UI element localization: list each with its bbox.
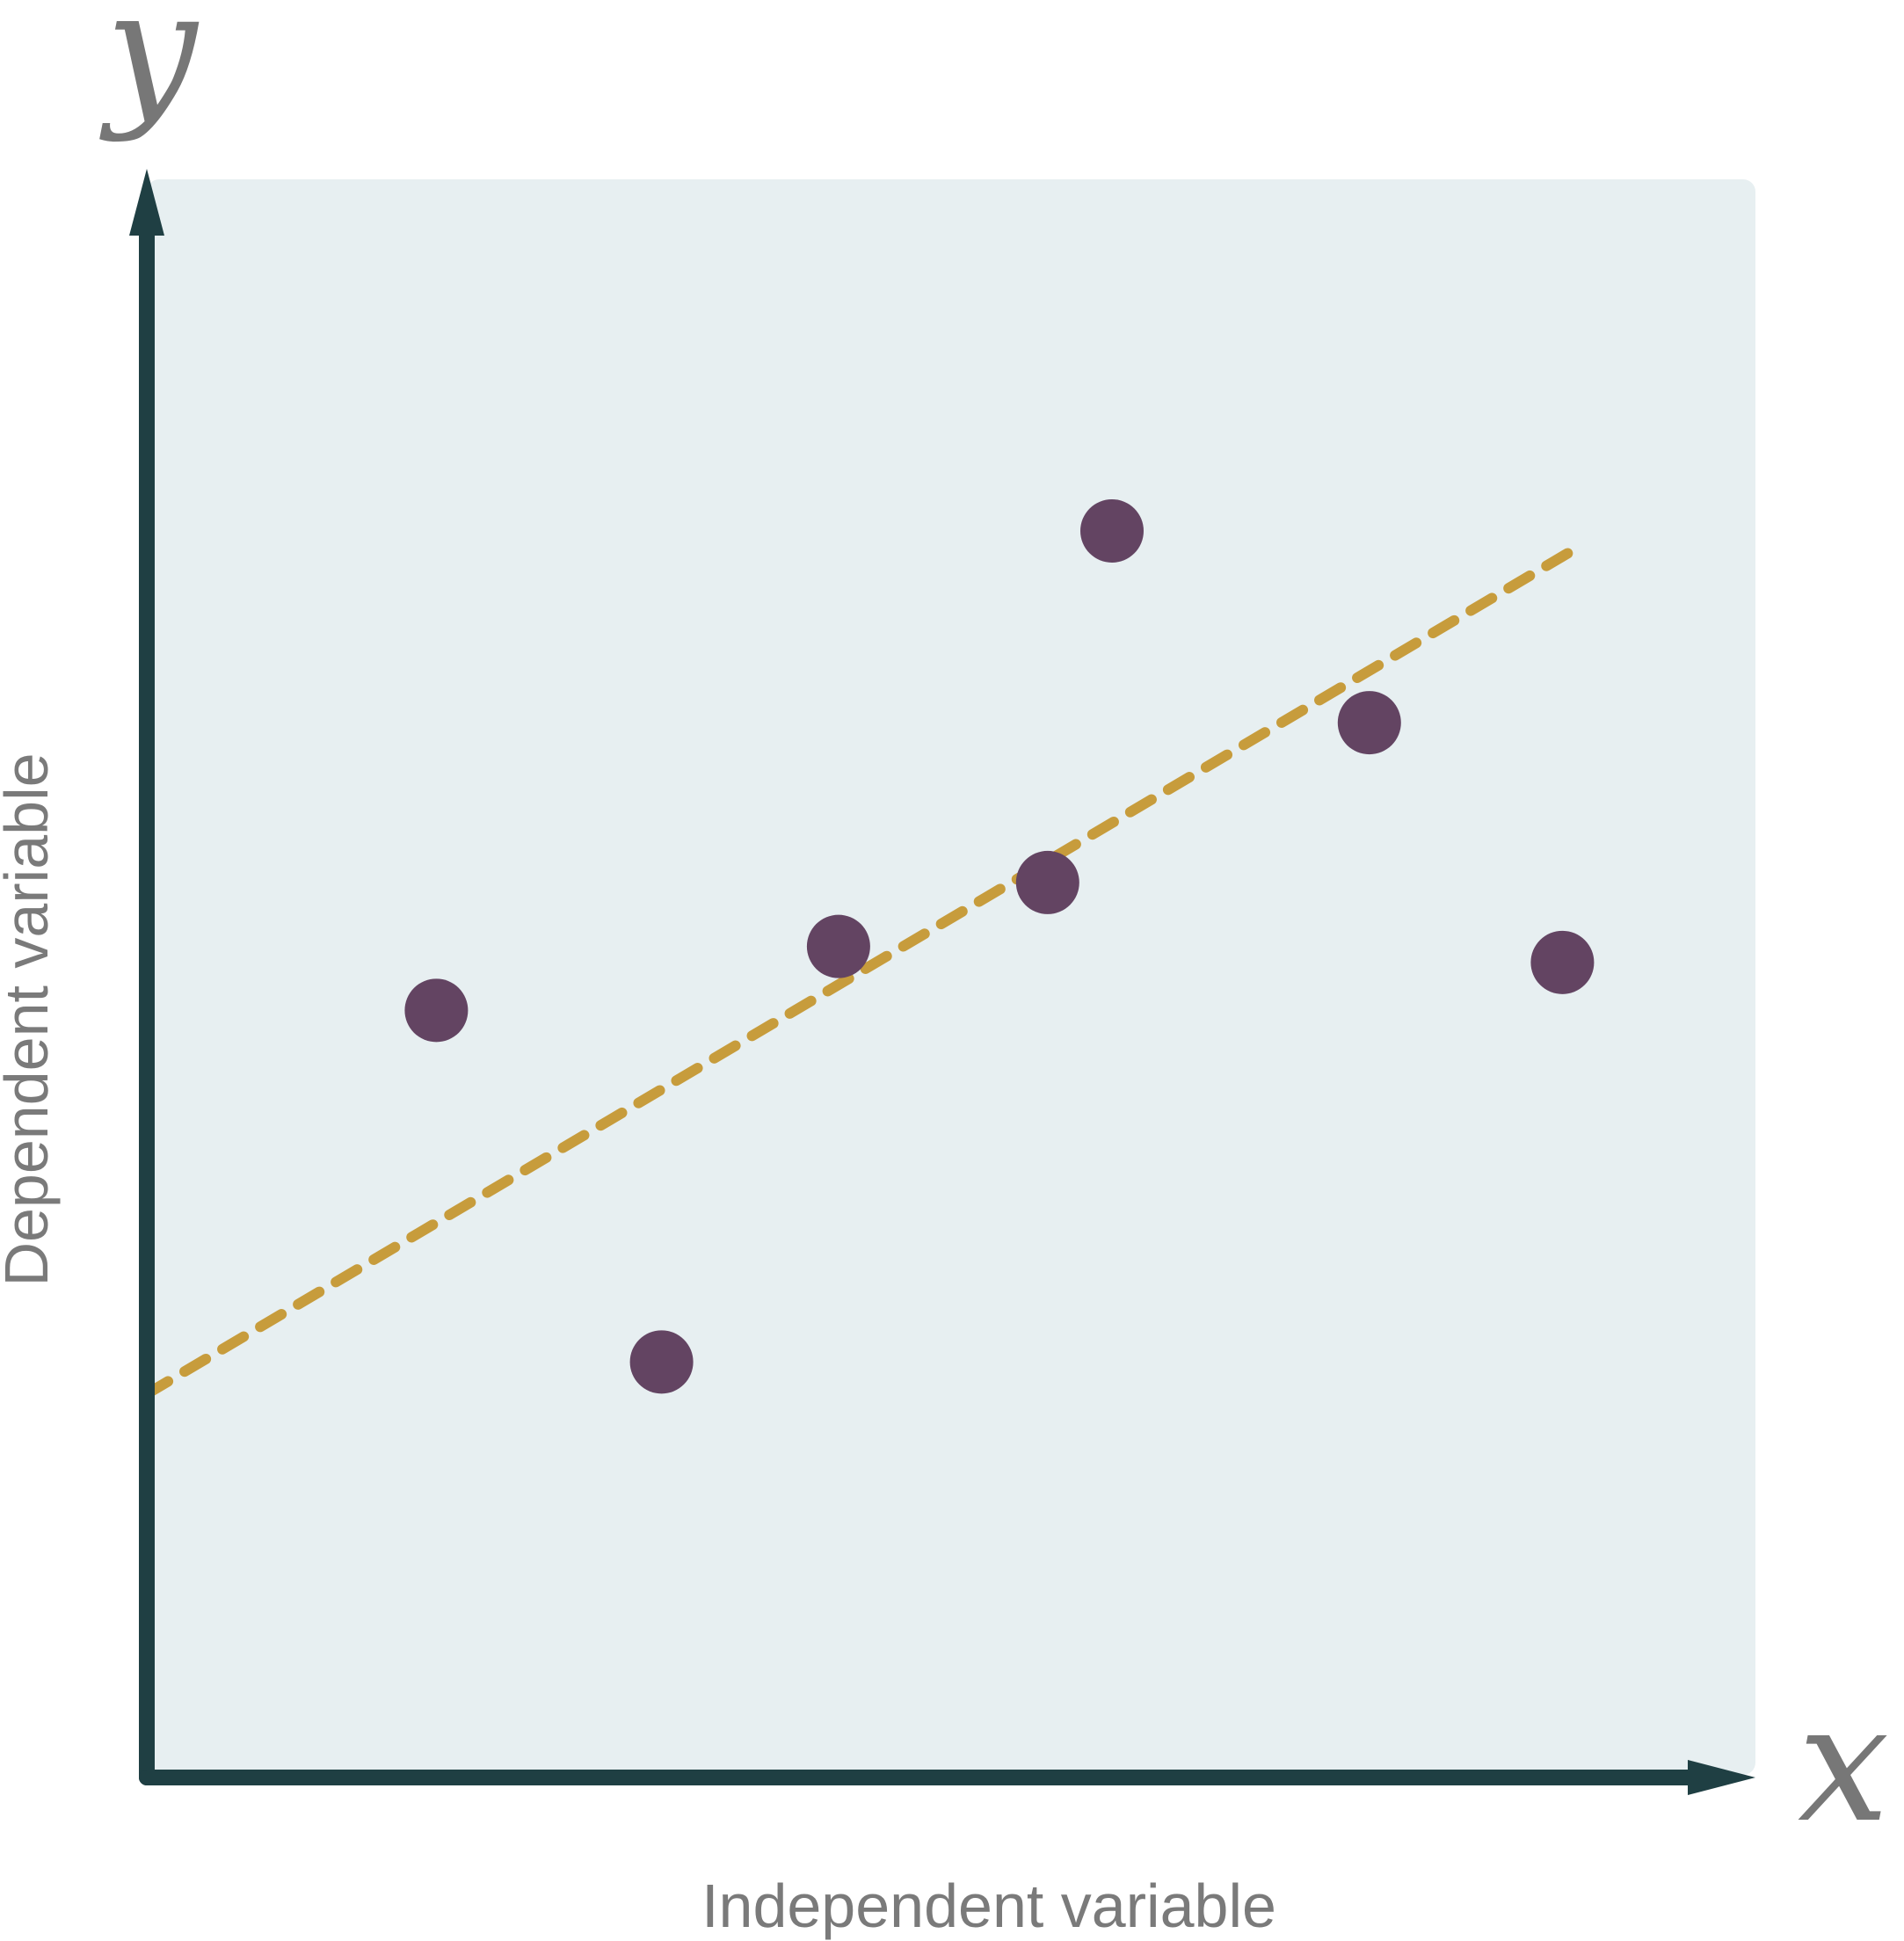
data-point [1080,498,1144,563]
data-point [1337,691,1401,755]
x-axis-arrowhead [1688,1760,1755,1795]
x-axis-symbol: x [1798,1668,1889,1858]
points-layer [404,498,1595,1394]
data-point [404,978,469,1043]
trendline-layer [142,542,1584,1399]
x-axis-label: Independent variable [701,1872,1276,1940]
y-axis-arrowhead [129,169,164,236]
data-point [1530,930,1595,994]
data-point [629,1330,694,1394]
y-axis-label: Dependent variable [0,752,61,1286]
trendline [142,542,1584,1399]
y-axis-symbol: y [99,0,200,144]
data-point [806,914,870,978]
plot-background [147,179,1755,1775]
data-point [1015,850,1079,914]
